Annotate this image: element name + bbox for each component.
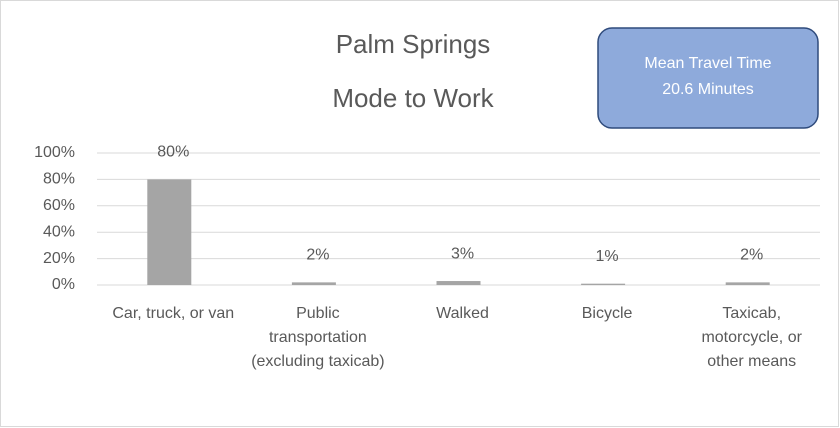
bar <box>436 281 481 285</box>
bar <box>291 282 336 285</box>
x-tick-label: Taxicab, motorcycle, or other means <box>701 305 802 370</box>
annotation-box <box>597 27 819 129</box>
y-tick-label: 80% <box>43 171 75 188</box>
y-tick-label: 60% <box>43 197 75 214</box>
y-tick-label: 0% <box>52 276 75 293</box>
annotation-text: Mean Travel Time <box>644 55 771 72</box>
y-tick-label: 20% <box>43 250 75 267</box>
x-tick-label: Bicycle <box>581 305 633 322</box>
data-label: 80% <box>157 144 189 161</box>
bar <box>581 283 626 285</box>
bar <box>725 282 770 285</box>
x-tick-label: Car, truck, or van <box>112 305 235 322</box>
y-tick-label: 100% <box>34 144 75 161</box>
data-label: 2% <box>306 247 329 264</box>
data-label: 3% <box>451 245 474 262</box>
annotation-text: 20.6 Minutes <box>662 81 754 98</box>
chart-title: Palm Springs <box>336 29 491 59</box>
bar <box>147 179 192 285</box>
data-label: 2% <box>740 247 763 264</box>
data-label: 1% <box>596 248 619 265</box>
x-tick-label: Walked <box>436 305 489 322</box>
x-tick-label: Public transportation (excluding taxicab… <box>251 305 385 370</box>
y-tick-label: 40% <box>43 223 75 240</box>
chart-title: Mode to Work <box>332 83 494 113</box>
